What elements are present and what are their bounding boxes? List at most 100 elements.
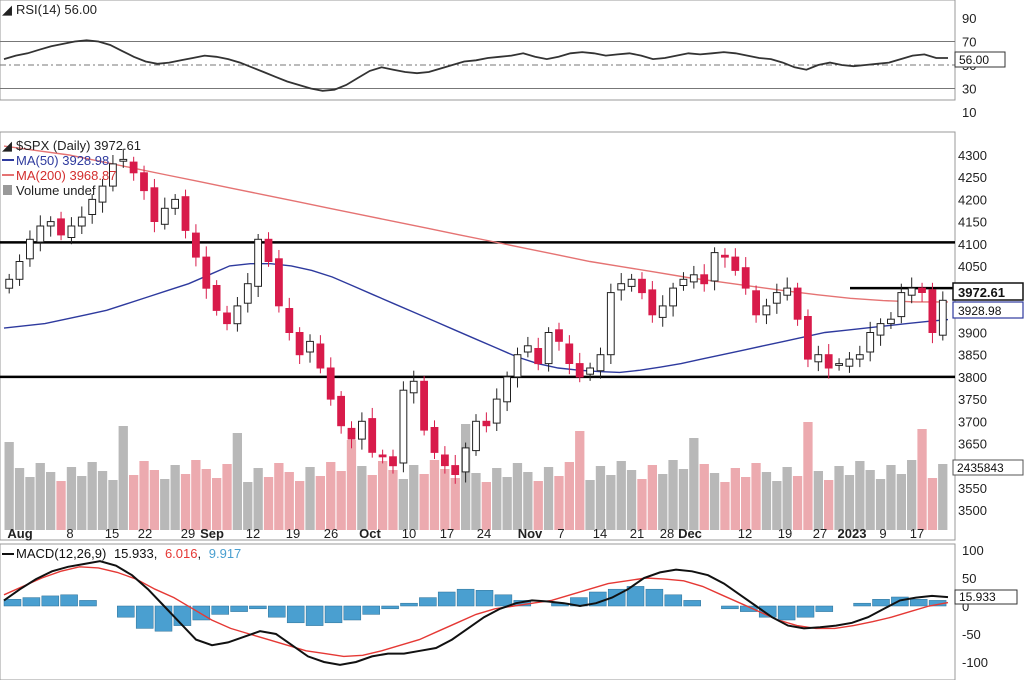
candle: [399, 381, 408, 473]
volume-bar: [907, 460, 917, 530]
candle: [648, 281, 657, 323]
volume-bar: [896, 474, 906, 530]
candle: [907, 277, 916, 304]
candle-body: [679, 278, 688, 286]
x-axis-label: Aug: [7, 526, 32, 541]
volume-tag-box: [952, 459, 1024, 476]
volume-bar: [709, 473, 720, 530]
volume-bar: [357, 466, 367, 530]
volume-bar: [751, 463, 761, 530]
x-axis-label: 9: [879, 526, 886, 541]
candle-body: [855, 354, 864, 360]
macd-histogram-bar: [664, 594, 683, 607]
volume-bar: [315, 476, 325, 530]
candle-body: [67, 225, 76, 238]
volume-bar: [35, 463, 45, 530]
macd-histogram-bar: [41, 595, 60, 607]
volume-bar: [191, 460, 201, 530]
price-legend-ma50: MA(50) 3928.98: [16, 153, 109, 168]
candle-body: [26, 238, 34, 260]
candle-body: [202, 256, 211, 289]
candle: [306, 334, 314, 363]
x-axis-label: 10: [402, 526, 416, 541]
volume-bar: [378, 461, 388, 530]
candle: [451, 454, 460, 484]
macd-histogram-bar: [3, 599, 22, 607]
candle-body: [482, 420, 491, 427]
price-tag-box: [952, 282, 1024, 301]
candle-body: [596, 354, 605, 372]
volume-bar: [792, 476, 803, 530]
rsi-line: [3, 39, 948, 92]
candle-body: [368, 418, 377, 453]
candle: [358, 412, 366, 450]
macd-histogram-bar: [60, 594, 78, 607]
volume-bar: [554, 476, 564, 530]
macd-label-macd: 15.933: [114, 546, 154, 561]
candle-body: [492, 398, 501, 424]
macd-last-tag-text: 15.933: [959, 590, 996, 604]
candle: [295, 327, 304, 365]
x-axis-label: 26: [324, 526, 338, 541]
candle: [772, 283, 781, 314]
volume-bar: [243, 482, 253, 530]
candle-body: [845, 358, 854, 367]
candle-body: [772, 292, 781, 304]
candle: [710, 247, 719, 291]
candle-body: [938, 299, 947, 336]
volume-bar: [824, 480, 834, 530]
volume-bar: [564, 462, 574, 530]
price-legend-icon: ◢: [2, 138, 12, 153]
x-axis-label: 12: [246, 526, 260, 541]
candle-body: [928, 289, 937, 333]
macd-legend-text: MACD(12,26,9) 15.933, 6.016, 9.917: [16, 546, 241, 561]
x-axis-label: Nov: [518, 526, 543, 541]
candle: [887, 312, 895, 329]
candle-body: [389, 456, 397, 467]
x-axis-label: 27: [813, 526, 827, 541]
volume-bar: [481, 482, 491, 530]
macd-tick-100: 100: [962, 543, 984, 558]
rsi-tick-10: 10: [962, 105, 976, 120]
macd-signal-line: [3, 566, 949, 658]
macd-histogram-bar: [173, 605, 192, 626]
x-axis-label: 28: [660, 526, 674, 541]
x-axis-label: 15: [105, 526, 119, 541]
candle: [441, 446, 449, 474]
candle: [181, 189, 190, 239]
candle-body: [430, 427, 439, 453]
price-tick-3900: 3900: [958, 326, 987, 341]
volume-bar: [523, 472, 533, 530]
candle-body: [119, 158, 128, 162]
candle-body: [160, 207, 169, 225]
volume-bar: [543, 467, 554, 530]
volume-bar: [637, 479, 647, 530]
volume-bar: [647, 465, 657, 530]
candle: [285, 297, 294, 341]
volume-bar: [741, 477, 751, 530]
volume-bar: [118, 426, 128, 530]
x-axis-label: 7: [557, 526, 564, 541]
candle: [534, 337, 543, 371]
candle-body: [140, 172, 148, 192]
candle: [689, 265, 698, 289]
candle-body: [793, 287, 802, 320]
volume-bar: [575, 431, 585, 530]
candle-body: [752, 290, 761, 316]
candle-body: [461, 447, 470, 473]
candle: [565, 335, 574, 375]
candle-body: [472, 420, 480, 452]
candle-body: [565, 343, 574, 364]
macd-last-tag: 15.933: [954, 589, 1018, 605]
candle-body: [617, 283, 626, 291]
macd-histogram-bar: [645, 588, 664, 607]
candle: [783, 277, 792, 301]
candle-body: [129, 161, 138, 174]
volume-bar: [170, 465, 180, 530]
volume-bar: [585, 480, 595, 530]
macd-tick--100: -100: [962, 655, 988, 670]
macd-histogram-bar: [230, 605, 248, 612]
candle-body: [586, 367, 595, 375]
macd-histogram-bar: [815, 605, 834, 612]
